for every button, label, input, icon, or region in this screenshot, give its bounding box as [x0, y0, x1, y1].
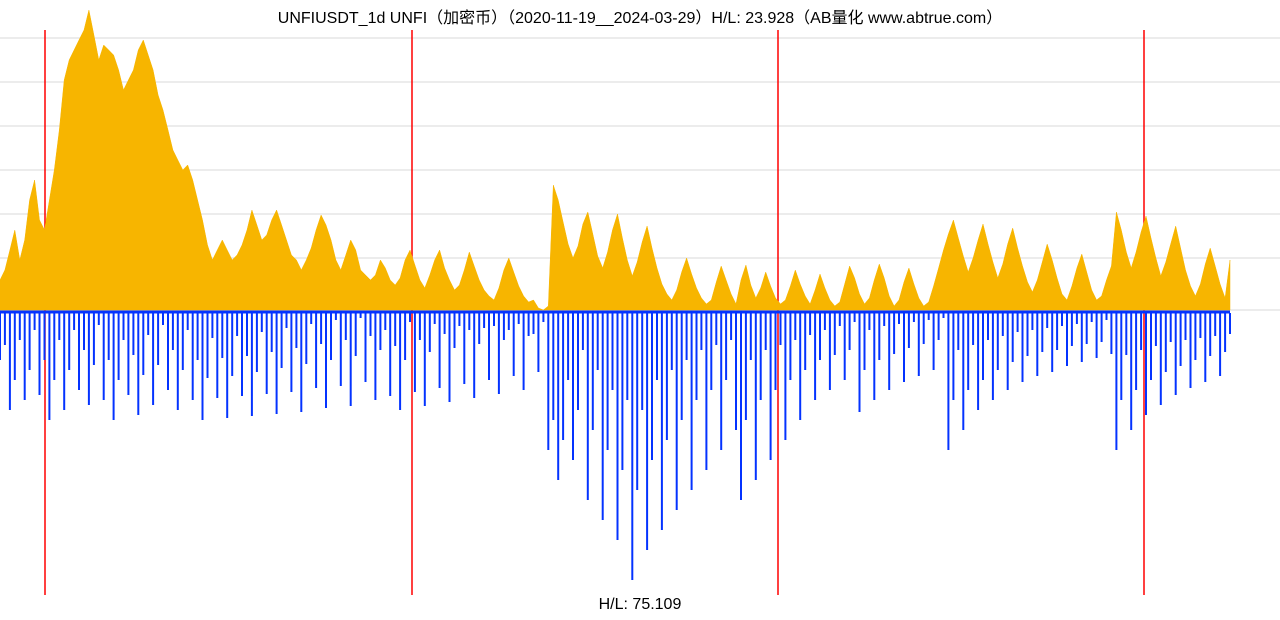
chart-footer-label: H/L: 75.109 — [0, 596, 1280, 614]
chart-svg — [0, 0, 1280, 620]
chart-title: UNFIUSDT_1d UNFI（加密币）（2020-11-19__2024-0… — [0, 4, 1280, 28]
chart-container: UNFIUSDT_1d UNFI（加密币）（2020-11-19__2024-0… — [0, 0, 1280, 620]
